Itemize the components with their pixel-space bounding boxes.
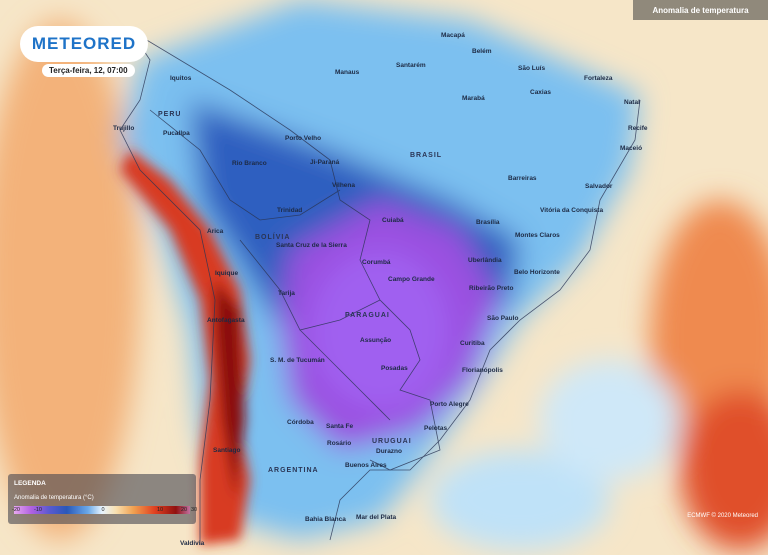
city-label: Salvador <box>585 183 613 190</box>
city-label: Ji-Paraná <box>310 159 340 166</box>
city-label: Belo Horizonte <box>514 269 560 276</box>
city-label: São Luís <box>518 65 545 72</box>
country-label: URUGUAI <box>372 438 412 445</box>
legend-tick: -20 <box>12 507 20 513</box>
city-label: Corumbá <box>362 259 391 266</box>
city-label: Iquitos <box>170 75 192 82</box>
borders <box>119 29 641 545</box>
city-label: Antofagasta <box>207 317 245 324</box>
city-label: Curitiba <box>460 340 485 347</box>
city-label: Tarija <box>278 290 295 297</box>
city-label: Iquique <box>215 270 238 277</box>
city-label: Durazno <box>376 448 402 455</box>
city-label: Trujillo <box>113 125 134 132</box>
city-label: Vilhena <box>332 182 355 189</box>
color-bar <box>14 506 190 514</box>
city-label: Manaus <box>335 69 360 76</box>
city-label: Trinidad <box>277 207 302 214</box>
city-label: Ribeirão Preto <box>469 285 513 292</box>
city-label: Arica <box>207 228 224 235</box>
legend-tick: 30 <box>190 507 198 513</box>
city-label: Cuiabá <box>382 217 404 224</box>
legend-tick: 10 <box>156 507 164 513</box>
logo[interactable]: METEORED <box>20 26 148 62</box>
city-label: Uberlândia <box>468 257 502 264</box>
city-label: Buenos Aires <box>345 462 387 469</box>
country-label: BRASIL <box>410 152 442 159</box>
country-label: ARGENTINA <box>268 467 319 474</box>
country-label: BOLÍVIA <box>255 232 290 241</box>
city-label: Assunção <box>360 337 391 344</box>
city-label: São Paulo <box>487 315 518 322</box>
country-label: PARAGUAI <box>345 312 390 319</box>
city-label: Porto Alegre <box>430 401 469 408</box>
city-label: Belém <box>472 48 492 55</box>
city-label: Caxias <box>530 89 551 96</box>
city-label: Córdoba <box>287 419 314 426</box>
city-label: Valdivia <box>180 540 205 547</box>
country-label: PERU <box>158 111 181 118</box>
city-label: Brasília <box>476 219 500 226</box>
legend-subtitle: Anomalia de temperatura (°C) <box>14 495 94 501</box>
city-label: Montes Claros <box>515 232 560 239</box>
city-label: Pucallpa <box>163 130 190 137</box>
legend-heading: LEGENDA <box>14 480 46 487</box>
city-label: Posadas <box>381 365 408 372</box>
city-label: Santa Cruz de la Sierra <box>276 242 347 249</box>
city-label: Santa Fe <box>326 423 353 430</box>
city-label: Bahia Blanca <box>305 516 346 523</box>
city-label: Marabá <box>462 95 485 102</box>
layer-title[interactable]: Anomalia de temperatura <box>633 0 768 20</box>
city-label: Macapá <box>441 32 465 39</box>
city-label: Porto Velho <box>285 135 321 142</box>
city-label: Pelotas <box>424 425 448 432</box>
credit: ECMWF © 2020 Meteored <box>687 513 758 519</box>
city-label: Barreiras <box>508 175 537 182</box>
city-label: Maceió <box>620 145 642 152</box>
legend-tick: -10 <box>34 507 42 513</box>
city-label: Rosário <box>327 440 351 447</box>
city-label: S. M. de Tucumán <box>270 357 325 364</box>
city-label: Vitória da Conquista <box>540 207 603 214</box>
city-label: Mar del Plata <box>356 514 396 521</box>
date-label: Terça-feira, 12, 07:00 <box>42 64 135 77</box>
city-label: Florianópolis <box>462 367 503 374</box>
city-label: Fortaleza <box>584 75 613 82</box>
city-label: Natal <box>624 99 640 106</box>
city-label: Santarém <box>396 62 426 69</box>
city-label: Campo Grande <box>388 276 435 283</box>
city-label: Santiago <box>213 447 240 454</box>
city-label: Recife <box>628 125 648 132</box>
legend-tick: 0 <box>101 507 105 513</box>
city-label: Rio Branco <box>232 160 267 167</box>
legend-tick: 20 <box>180 507 188 513</box>
legend: LEGENDA Anomalia de temperatura (°C) -20… <box>8 474 198 524</box>
